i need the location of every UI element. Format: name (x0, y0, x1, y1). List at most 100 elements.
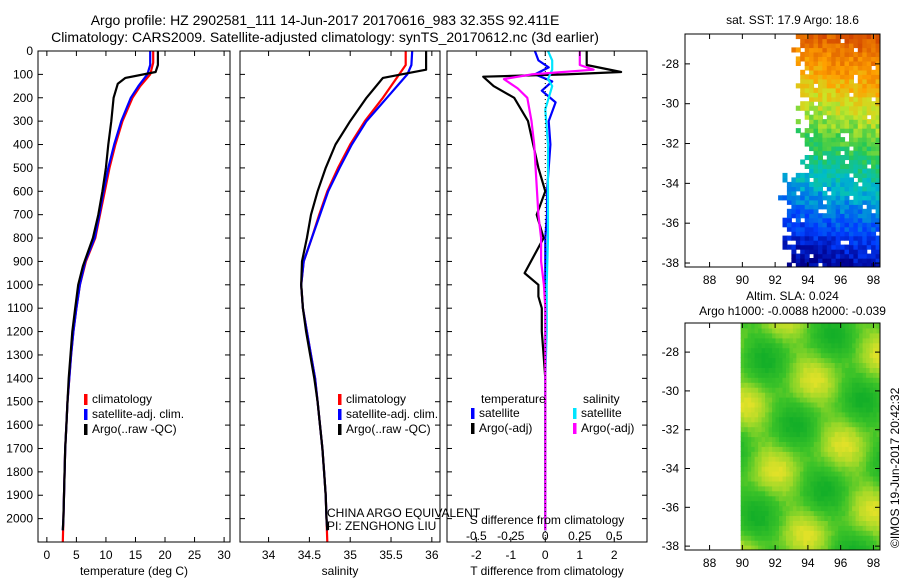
temperature-series-2 (61, 51, 159, 531)
sst-map-lat-label: -30 (662, 97, 680, 111)
sla-map-lon-label: 88 (703, 556, 717, 570)
sla-map-lat-label: -38 (662, 539, 680, 553)
sla-map-frame (684, 322, 881, 551)
sst-map-lat-label: -36 (662, 216, 680, 230)
sst-map-lat-label: -34 (662, 176, 680, 190)
temperature-legend-swatch (84, 424, 88, 435)
temperature-legend-swatch (84, 394, 88, 405)
depth-tick-label: 600 (13, 184, 33, 198)
sst-map-frame (684, 33, 881, 268)
difference-sal-tick-label: -0.5 (466, 529, 487, 543)
depth-tick-label: 1600 (6, 418, 33, 432)
temperature-xtick-label: 25 (188, 548, 202, 562)
depth-tick-label: 1400 (6, 371, 33, 385)
depth-tick-label: 800 (13, 231, 33, 245)
salinity-xtick-label: 36 (425, 548, 439, 562)
salinity-series-1 (300, 50, 414, 531)
difference-sal-tick-label: 0.5 (606, 529, 623, 543)
depth-tick-label: 2000 (6, 512, 33, 526)
difference-xtick-label: 0 (542, 548, 549, 562)
temperature-xtick-label: 10 (99, 548, 113, 562)
difference-xtick-label: 1 (576, 548, 583, 562)
difference-xtick-label: -1 (505, 548, 516, 562)
temperature-legend-label: Argo(..raw -QC) (92, 422, 177, 436)
temperature-legend-swatch (84, 409, 88, 420)
depth-tick-label: 100 (13, 67, 33, 81)
difference-xtick-label: 2 (611, 548, 618, 562)
difference-series-3 (502, 51, 595, 531)
difference-legend-swatch (573, 408, 577, 419)
difference-legend-label: Argo(-adj) (581, 421, 634, 435)
temperature-panel: 0 5 10 15 20 25 30 temperature (deg C) 0 100 200 30… (6, 44, 231, 578)
salinity-panel: 34 34.5 35 35.5 36 salinity climatologysatelli… (239, 50, 481, 578)
depth-tick-label: 1900 (6, 488, 33, 502)
sla-map-lat-label: -28 (662, 345, 680, 359)
sla-map-panel: 88 90 92 94 96 98 -28 -30 -32 -34 -36 -38 Altim. SLA… (662, 289, 887, 570)
sla-map-lon-label: 92 (768, 556, 782, 570)
sla-map-lon-label: 94 (801, 556, 815, 570)
salinity-legend-label: Argo(..raw -QC) (346, 422, 431, 436)
sla-map-title: Altim. SLA: 0.024 (746, 289, 839, 303)
sst-map-lon-label: 92 (768, 273, 782, 287)
depth-tick-label: 200 (13, 91, 33, 105)
salinity-xtick-label: 34 (262, 548, 276, 562)
chart-title: Argo profile: HZ 2902581_111 14-Jun-2017… (90, 12, 560, 28)
difference-legend-label: satellite (581, 406, 622, 420)
difference-series-1 (482, 51, 623, 531)
depth-tick-label: 1200 (6, 325, 33, 339)
sst-map-title: sat. SST: 17.9 Argo: 18.6 (726, 13, 859, 27)
depth-tick-label: 1300 (6, 348, 33, 362)
depth-tick-label: 1000 (6, 278, 33, 292)
salinity-xtick-label: 34.5 (298, 548, 322, 562)
sst-map-lon-label: 96 (834, 273, 848, 287)
depth-tick-label: 0 (26, 44, 33, 58)
temperature-frame (37, 50, 231, 543)
temperature-xtick-label: 15 (129, 548, 143, 562)
temperature-legend-label: climatology (92, 392, 152, 406)
sst-map-lon-label: 98 (867, 273, 881, 287)
sla-map-field (740, 323, 880, 550)
difference-legend-swatch (471, 408, 475, 419)
difference-sal-tick-label: -0.25 (497, 529, 525, 543)
salinity-xtick-label: 35 (344, 548, 358, 562)
depth-tick-label: 900 (13, 254, 33, 268)
difference-legend-label: satellite (479, 406, 520, 420)
depth-tick-label: 400 (13, 138, 33, 152)
sla-map-lon-label: 96 (834, 556, 848, 570)
difference-xtick-label: -2 (471, 548, 482, 562)
program-name: CHINA ARGO EQUIVALENT (327, 506, 481, 520)
sst-map-lon-label: 90 (736, 273, 750, 287)
salinity-series-2 (300, 51, 428, 531)
salinity-legend-label: climatology (346, 392, 406, 406)
difference-sal-tick-label: 0.25 (568, 529, 592, 543)
temperature-xlabel: temperature (deg C) (80, 564, 188, 578)
chart-subtitle: Climatology: CARS2009. Satellite-adjuste… (51, 29, 599, 45)
sla-map-lat-label: -30 (662, 384, 680, 398)
salinity-xlabel: salinity (322, 564, 359, 578)
sst-map-panel: 88 90 92 94 96 98 -28 -30 -32 -34 -36 -38 sat. SST: … (662, 13, 881, 287)
difference-xlabel-top: S difference from climatology (470, 513, 625, 527)
sst-map-lat-label: -38 (662, 256, 680, 270)
difference-legend-swatch (471, 423, 475, 434)
salinity-legend-swatch (338, 409, 342, 420)
depth-tick-label: 1700 (6, 441, 33, 455)
depth-tick-label: 500 (13, 161, 33, 175)
temperature-xtick-label: 5 (73, 548, 80, 562)
temperature-xtick-label: 30 (217, 548, 231, 562)
sst-map-field (778, 34, 880, 267)
temperature-legend-label: satellite-adj. clim. (92, 407, 184, 421)
sla-map-lon-label: 90 (736, 556, 750, 570)
sst-map-lon-label: 94 (801, 273, 815, 287)
sst-map-lat-label: -32 (662, 137, 680, 151)
salinity-xtick-label: 35.5 (379, 548, 403, 562)
difference-legend-label: Argo(-adj) (479, 421, 532, 435)
copyright-stamp: ©IMOS 19-Jun-2017 20:42:32 (888, 387, 900, 548)
depth-tick-label: 700 (13, 208, 33, 222)
temperature-xtick-label: 20 (158, 548, 172, 562)
pi-name: PI: ZENGHONG LIU (327, 519, 436, 533)
difference-panel: -2 -1 0 1 2 T difference from climatology S di… (446, 50, 648, 578)
depth-tick-label: 1500 (6, 395, 33, 409)
difference-legend-header: salinity (583, 392, 620, 406)
difference-sal-tick-label: 0 (542, 529, 549, 543)
